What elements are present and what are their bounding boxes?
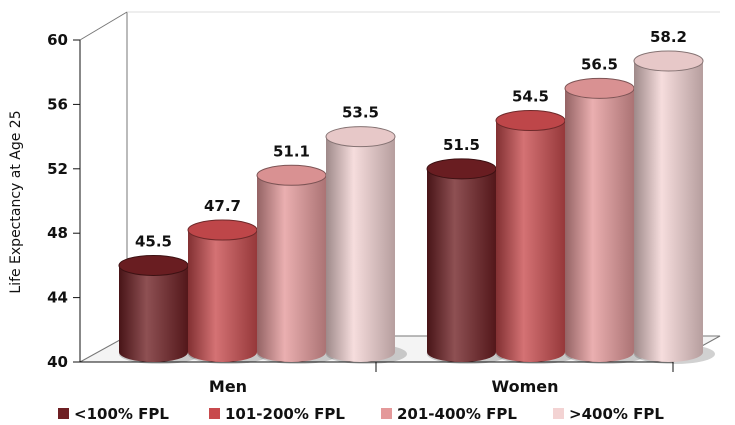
bar-top: [187, 219, 258, 241]
bar-body: [119, 265, 188, 362]
bar-body: [634, 60, 703, 362]
y-axis-ticks: 40 44 48 52 56 60: [47, 31, 80, 371]
bar-top: [325, 126, 396, 148]
bar-body: [427, 168, 496, 362]
bar: [325, 126, 407, 364]
data-labels: 45.5 47.7 51.1 53.5 51.5 54.5 56.5 58.2: [135, 28, 687, 250]
legend-swatch: [381, 408, 392, 419]
bar: [564, 77, 646, 364]
bar: [256, 164, 338, 364]
data-label: 54.5: [512, 88, 549, 106]
legend-entry: 201-400% FPL: [397, 405, 517, 423]
y-tick-label: 40: [47, 353, 68, 371]
legend-entry: <100% FPL: [74, 405, 169, 423]
bar-top: [118, 254, 189, 276]
bar: [426, 158, 508, 364]
data-label: 56.5: [581, 55, 618, 73]
bar-top: [564, 77, 635, 99]
legend-entry: 101-200% FPL: [225, 405, 345, 423]
bar-body: [565, 88, 634, 362]
y-axis-label: Life Expectancy at Age 25: [8, 110, 24, 293]
bars: [118, 50, 715, 364]
category-labels: Men Women: [209, 377, 559, 396]
data-label: 58.2: [650, 28, 687, 46]
data-label: 53.5: [342, 104, 379, 122]
bar-body: [188, 230, 257, 362]
bar-top: [426, 158, 497, 180]
y-tick-label: 44: [47, 289, 68, 307]
category-label: Women: [492, 377, 559, 396]
legend-swatch: [58, 408, 69, 419]
side-wall-top-edge: [79, 11, 128, 41]
bar-body: [326, 136, 395, 362]
bar: [118, 254, 200, 364]
legend-swatch: [553, 408, 564, 419]
bar-top: [256, 164, 327, 186]
legend-swatch: [209, 408, 220, 419]
category-label: Men: [209, 377, 247, 396]
legend: <100% FPL 101-200% FPL 201-400% FPL >400% F…: [58, 405, 664, 423]
bar: [633, 50, 715, 364]
data-label: 51.1: [273, 142, 310, 160]
y-tick-label: 56: [47, 95, 68, 113]
y-tick-label: 60: [47, 31, 68, 49]
data-label: 47.7: [204, 197, 241, 215]
bar-top: [633, 50, 704, 72]
bar-body: [496, 120, 565, 362]
data-label: 51.5: [443, 136, 480, 154]
y-tick-label: 52: [47, 160, 68, 178]
bar-body: [257, 175, 326, 362]
bar-top: [495, 110, 566, 132]
legend-entry: >400% FPL: [569, 405, 664, 423]
y-tick-label: 48: [47, 224, 68, 242]
bar: [187, 219, 269, 364]
bar: [495, 110, 577, 364]
data-label: 45.5: [135, 232, 172, 250]
